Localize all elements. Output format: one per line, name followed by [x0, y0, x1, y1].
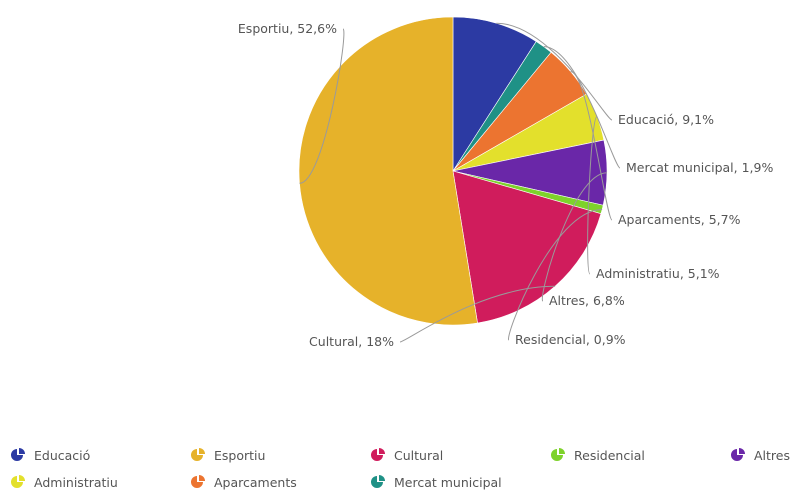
legend-label: Altres: [754, 447, 790, 463]
legend-item-aparcaments[interactable]: Aparcaments: [190, 474, 297, 490]
legend-item-administratiu[interactable]: Administratiu: [10, 474, 118, 490]
leader-line-residencial: [508, 209, 603, 341]
data-label-administratiu: Administratiu, 5,1%: [596, 266, 720, 281]
leader-line-cultural: [399, 285, 556, 343]
pie-slice-educacio[interactable]: [452, 16, 537, 173]
pie-chart-icon: [551, 448, 565, 461]
legend-label: Mercat municipal: [394, 474, 502, 490]
legend-item-mercat-municipal[interactable]: Mercat municipal: [370, 474, 502, 490]
data-label-altres: Altres, 6,8%: [549, 293, 625, 308]
legend-item-altres[interactable]: Altres: [730, 447, 790, 463]
data-label-esportiu: Esportiu, 52,6%: [238, 21, 337, 36]
pie-chart-icon: [371, 448, 385, 461]
legend-label: Aparcaments: [214, 474, 297, 490]
legend-label: Cultural: [394, 447, 444, 463]
legend-item-educacio[interactable]: Educació: [10, 447, 90, 463]
data-label-educacio: Educació, 9,1%: [618, 112, 714, 127]
pie-chart-icon: [11, 448, 25, 461]
leader-line-educacio: [496, 22, 613, 121]
data-label-aparcaments: Aparcaments, 5,7%: [618, 212, 741, 227]
data-label-residencial: Residencial, 0,9%: [515, 332, 626, 347]
leader-line-esportiu: [299, 28, 345, 184]
legend-label: Esportiu: [214, 447, 266, 463]
pie-chart-icon: [371, 475, 385, 488]
leader-line-administratiu: [587, 115, 598, 275]
leader-line-aparcaments: [570, 71, 613, 221]
legend-label: Administratiu: [34, 474, 118, 490]
leader-line-mercat-municipal: [543, 46, 621, 169]
data-label-cultural: Cultural, 18%: [309, 334, 394, 349]
legend-label: Residencial: [574, 447, 645, 463]
pie-chart-icon: [191, 448, 205, 461]
legend-item-cultural[interactable]: Cultural: [370, 447, 443, 463]
data-label-mercat-municipal: Mercat municipal, 1,9%: [626, 160, 773, 175]
legend-item-residencial[interactable]: Residencial: [550, 447, 645, 463]
pie-slice-esportiu[interactable]: [298, 16, 478, 326]
pie-chart-icon: [731, 448, 745, 461]
legend-item-esportiu[interactable]: Esportiu: [190, 447, 265, 463]
legend-label: Educació: [34, 447, 91, 463]
pie-chart-icon: [11, 475, 25, 488]
pie-chart-icon: [191, 475, 205, 488]
